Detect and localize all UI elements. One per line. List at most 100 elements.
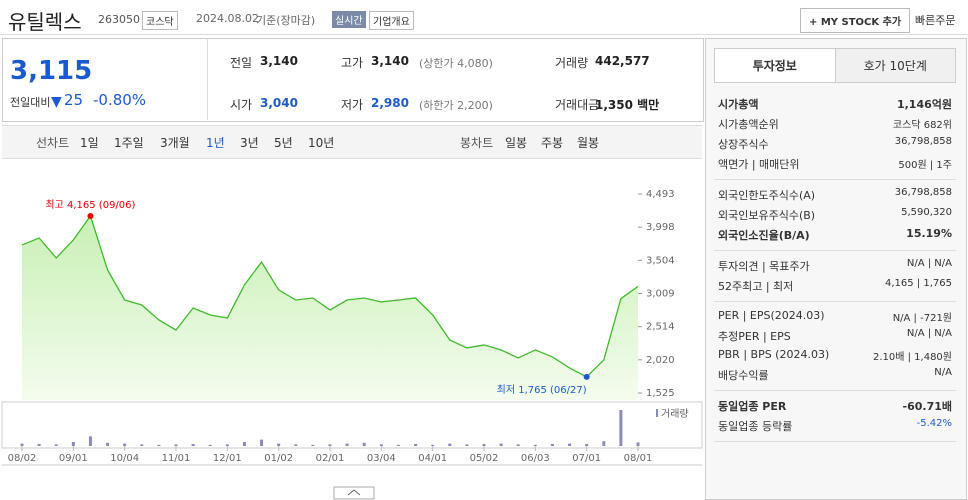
invest-row: 액면가 | 매매단위 500원 | 1주 bbox=[718, 154, 952, 174]
invest-row: 배당수익률 N/A bbox=[718, 365, 952, 385]
invest-value: 36,798,858 bbox=[894, 136, 952, 147]
volume-bar bbox=[20, 443, 24, 446]
divider bbox=[0, 34, 968, 35]
x-tick-label: 08/01 bbox=[624, 453, 653, 464]
invest-row: 동일업종 PER -60.71배 bbox=[718, 396, 952, 416]
invest-row: 외국인보유주식수(B) 5,590,320 bbox=[718, 205, 952, 225]
my-stock[interactable]: + MY STOCK 추가 bbox=[800, 8, 911, 33]
volume-bar bbox=[71, 442, 75, 446]
volume-bar bbox=[157, 444, 161, 446]
summary-value: 3,040 bbox=[260, 96, 298, 110]
legend-swatch bbox=[656, 409, 658, 417]
chart: 1,525 2,020 2,514 3,009 3,504 3,998 4,493 08/02… bbox=[1, 189, 703, 500]
period-tab[interactable]: 1일 bbox=[80, 136, 99, 150]
invest-label: 시가총액순위 bbox=[718, 118, 779, 131]
volume-bar bbox=[328, 444, 332, 446]
period-tab[interactable]: 1년 bbox=[206, 136, 225, 150]
period-tab[interactable]: 3년 bbox=[240, 136, 259, 150]
y-tick-label: 2,514 bbox=[646, 322, 675, 333]
summary-label: 거래대금 bbox=[555, 98, 600, 112]
invest-label: 52주최고 | 최저 bbox=[718, 280, 794, 293]
candle-tab[interactable]: 일봉 bbox=[505, 136, 528, 150]
date: 2024.08.02 bbox=[196, 12, 259, 25]
down-arrow: ▼ bbox=[51, 94, 62, 110]
change: 25 bbox=[64, 91, 84, 109]
volume-frame bbox=[1, 401, 703, 449]
invest-value: 500원 | 1주 bbox=[898, 160, 952, 171]
volume-bar bbox=[636, 442, 640, 446]
x-tick-label: 08/02 bbox=[8, 453, 37, 464]
invest-row: 상장주식수 36,798,858 bbox=[718, 134, 952, 154]
price-line bbox=[21, 214, 639, 378]
volume-bar bbox=[191, 444, 195, 446]
volume-bar bbox=[242, 442, 246, 446]
rate: -0.80% bbox=[93, 91, 147, 109]
period-tab[interactable]: 5년 bbox=[274, 136, 293, 150]
invest-panel bbox=[705, 38, 967, 500]
volume-bar bbox=[448, 443, 452, 446]
annotation: 최저 1,765 (06/27) bbox=[497, 384, 587, 396]
volume-bar bbox=[499, 443, 503, 446]
x-tick-label: 01/02 bbox=[264, 453, 293, 464]
volume-bar bbox=[345, 443, 349, 446]
change-label: 전일대비 bbox=[10, 96, 51, 109]
invest-value: N/A | N/A bbox=[906, 258, 952, 269]
y-tick-label: 3,009 bbox=[646, 289, 675, 300]
candle-tab[interactable]: 월봉 bbox=[577, 136, 600, 150]
volume-bar bbox=[294, 444, 298, 446]
company-info[interactable]: 기업개요 bbox=[369, 11, 414, 30]
market: 코스닥 bbox=[142, 11, 178, 30]
volume-bar bbox=[123, 443, 127, 446]
legend-label: 거래량 bbox=[661, 408, 689, 420]
invest-group: PER | EPS(2024.03) N/A | -721원 추정PER | EPS… bbox=[714, 302, 956, 391]
summary-value: 442,577 bbox=[595, 54, 650, 68]
x-tick-label: 04/01 bbox=[418, 453, 447, 464]
invest-group: 시가총액 1,146억원 시가총액순위 코스닥 682위 상장주식수 36,798,858… bbox=[714, 89, 956, 180]
invest-tab[interactable]: 호가 10단계 bbox=[835, 48, 956, 83]
invest-row: 투자의견 | 목표주가 N/A | N/A bbox=[718, 256, 952, 276]
invest-value: 코스닥 682위 bbox=[892, 120, 952, 131]
invest-label: 배당수익률 bbox=[718, 369, 769, 382]
period-tab[interactable]: 1주일 bbox=[114, 136, 144, 150]
period-tab[interactable]: 3개월 bbox=[160, 136, 190, 150]
volume-bar bbox=[396, 444, 400, 446]
invest-tab[interactable]: 투자정보 bbox=[714, 48, 836, 83]
collapse-icon bbox=[347, 489, 361, 496]
x-tick-label: 02/01 bbox=[316, 453, 345, 464]
period-tab[interactable]: 10년 bbox=[308, 136, 335, 150]
invest-label: 시가총액 bbox=[718, 98, 759, 111]
annotation: 최고 4,165 (09/06) bbox=[45, 199, 135, 211]
invest-label: 동일업종 PER bbox=[718, 400, 787, 413]
invest-group: 동일업종 PER -60.71배 동일업종 등락률 -5.42% bbox=[714, 391, 956, 442]
summary-value: 1,350 백만 bbox=[595, 98, 660, 112]
stock-name: 유틸렉스 bbox=[8, 10, 82, 34]
y-tick-label: 2,020 bbox=[646, 355, 675, 366]
basis: 기준(장마감) bbox=[256, 14, 316, 27]
quick-order[interactable]: 빠른주문 bbox=[915, 14, 956, 27]
candle-tab[interactable]: 주봉 bbox=[541, 136, 564, 150]
invest-row: 외국인한도주식수(A) 36,798,858 bbox=[718, 185, 952, 205]
invest-row: PBR | BPS (2024.03) 2.10배 | 1,480원 bbox=[718, 346, 952, 365]
volume-bar bbox=[311, 444, 315, 446]
invest-group: 투자의견 | 목표주가 N/A | N/A 52주최고 | 최저 4,165 | 1,… bbox=[714, 251, 956, 302]
extreme-marker bbox=[87, 212, 94, 219]
volume-bar bbox=[568, 443, 572, 446]
x-tick-label: 07/01 bbox=[572, 453, 601, 464]
price-area bbox=[22, 215, 638, 400]
volume-bar bbox=[465, 444, 469, 446]
stock-code: 263050 bbox=[98, 13, 140, 26]
invest-tabs: 투자정보 호가 10단계 bbox=[714, 48, 956, 83]
invest-value: N/A | -721원 bbox=[892, 313, 952, 324]
volume-bar bbox=[482, 444, 486, 446]
volume-bar bbox=[619, 410, 623, 446]
invest-label: 동일업종 등락률 bbox=[718, 420, 793, 433]
invest-value: N/A bbox=[934, 367, 952, 378]
volume-bar bbox=[414, 444, 418, 446]
volume-bar bbox=[54, 444, 58, 446]
collapse-button[interactable] bbox=[333, 486, 375, 500]
realtime-badge[interactable]: 실시간 bbox=[332, 11, 366, 28]
invest-value: 5,590,320 bbox=[901, 207, 952, 218]
x-tick-label: 05/02 bbox=[470, 453, 499, 464]
volume-bar bbox=[88, 436, 92, 446]
invest-label: 액면가 | 매매단위 bbox=[718, 158, 800, 171]
